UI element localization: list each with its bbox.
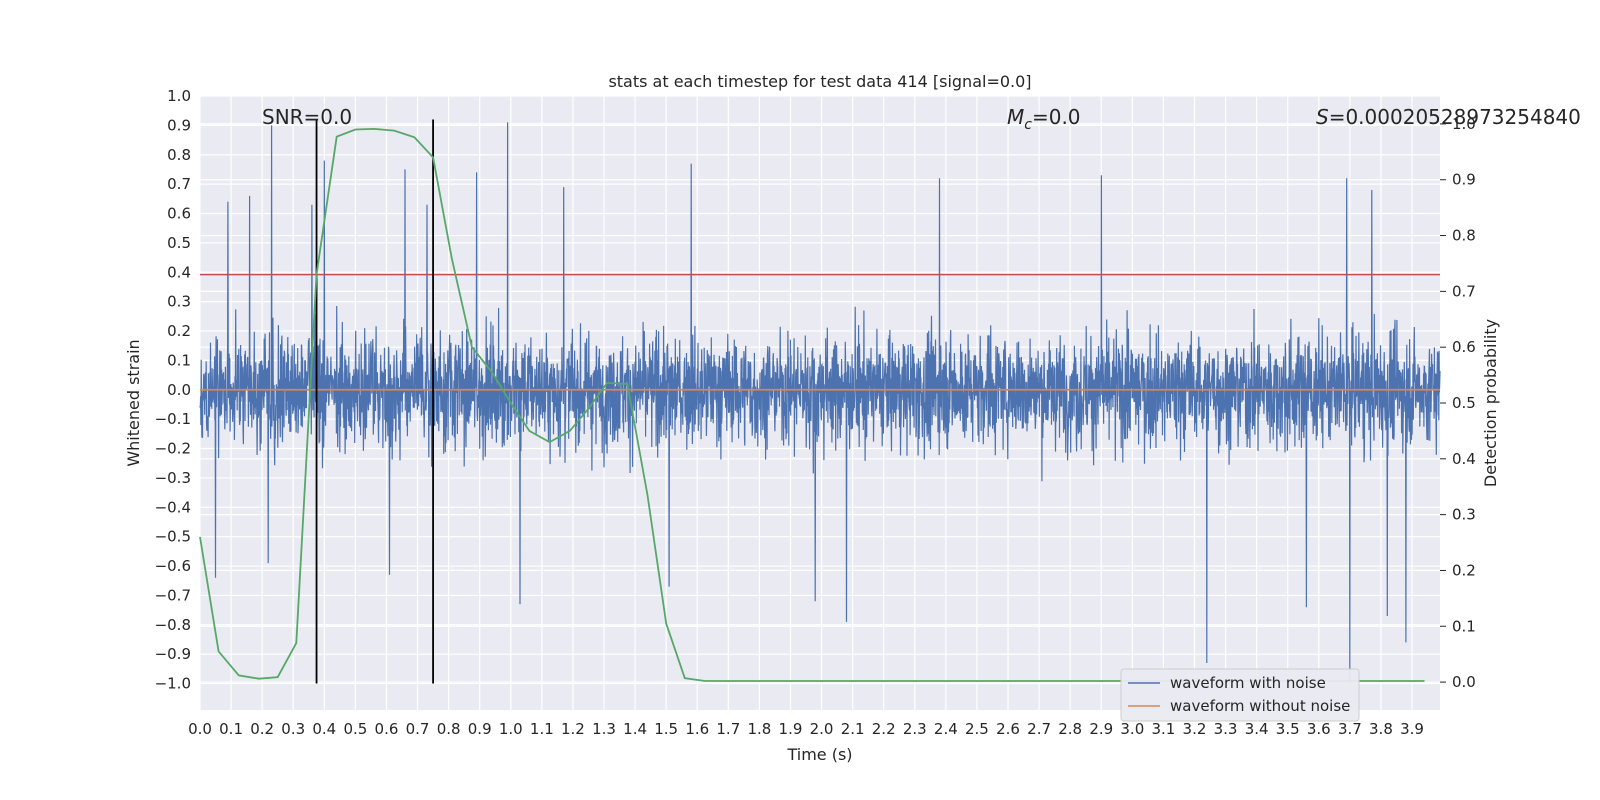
x-tick-label: 1.3 xyxy=(592,720,616,738)
x-tick-label: 2.3 xyxy=(903,720,927,738)
noise-trace xyxy=(199,122,1441,684)
y-tick-label: −0.2 xyxy=(155,440,191,458)
y-tick-label: 0.4 xyxy=(167,263,191,281)
y-tick-label: −0.3 xyxy=(155,469,191,487)
x-tick-label: 3.6 xyxy=(1307,720,1331,738)
y2-tick-label: 0.9 xyxy=(1452,171,1476,189)
x-tick-label: 3.7 xyxy=(1338,720,1362,738)
s-value: =0.00020528973254840 xyxy=(1329,105,1581,129)
snr-annotation: SNR=0.0 xyxy=(262,105,352,129)
x-tick-label: 3.2 xyxy=(1183,720,1207,738)
x-tick-label: 1.7 xyxy=(716,720,740,738)
y2-tick-label: 0.5 xyxy=(1452,394,1476,412)
x-tick-label: 1.2 xyxy=(561,720,585,738)
y-tick-label: 0.7 xyxy=(167,175,191,193)
y-tick-labels: 1.0 0.9 0.8 0.7 0.6 0.5 0.4 0.3 0.2 0.1 0.0 −0.1 −0.… xyxy=(155,87,191,693)
x-tick-label: 0.2 xyxy=(250,720,274,738)
y2-axis-label: Detection probability xyxy=(1481,319,1500,487)
x-tick-label: 1.5 xyxy=(654,720,678,738)
x-tick-label: 0.8 xyxy=(437,720,461,738)
x-tick-label: 0.5 xyxy=(343,720,367,738)
chart-title: stats at each timestep for test data 414… xyxy=(608,72,1031,91)
y-tick-label: 0.3 xyxy=(167,293,191,311)
s-annotation: S=0.00020528973254840 xyxy=(1316,105,1581,129)
x-tick-labels: 0.0 0.1 0.2 0.3 0.4 0.5 0.6 0.7 0.8 0.9 1.0 1.1 1.2 1… xyxy=(188,720,1424,738)
x-tick-label: 2.7 xyxy=(1027,720,1051,738)
x-tick-label: 3.0 xyxy=(1120,720,1144,738)
legend-label-noise: waveform with noise xyxy=(1170,674,1326,692)
series-detection-probability xyxy=(199,127,1425,682)
s-symbol: S xyxy=(1316,105,1329,129)
x-axis-label: Time (s) xyxy=(786,745,852,764)
legend-box xyxy=(1120,668,1360,722)
y2-tick-label: 0.8 xyxy=(1452,227,1476,245)
x-tick-label: 3.3 xyxy=(1214,720,1238,738)
mc-symbol: M xyxy=(1007,105,1024,129)
y-tick-label: −1.0 xyxy=(155,675,191,693)
y-tick-label: 1.0 xyxy=(167,87,191,105)
y-tick-label: 0.6 xyxy=(167,205,191,223)
y2-tick-label: 0.7 xyxy=(1452,282,1476,300)
y2-tick-label: 1.0 xyxy=(1452,115,1476,133)
y2-tick-label: 0.4 xyxy=(1452,450,1476,468)
x-tick-label: 1.1 xyxy=(530,720,554,738)
y2-tick-label: 0.0 xyxy=(1452,673,1476,691)
x-tick-label: 2.5 xyxy=(965,720,989,738)
x-tick-label: 1.4 xyxy=(623,720,647,738)
y-tick-label: 0.5 xyxy=(167,234,191,252)
x-tick-label: 0.3 xyxy=(281,720,305,738)
vertical-markers xyxy=(315,119,434,684)
x-tick-label: 2.4 xyxy=(934,720,958,738)
y2-tick-label: 0.3 xyxy=(1452,506,1476,524)
y-tick-label: −0.6 xyxy=(155,557,191,575)
y-tick-label: 0.9 xyxy=(167,116,191,134)
y-tick-label: 0.1 xyxy=(167,351,191,369)
x-tick-label: 3.9 xyxy=(1400,720,1424,738)
x-tick-label: 0.7 xyxy=(406,720,430,738)
y-tick-label: −0.8 xyxy=(155,616,191,634)
x-tick-label: 2.1 xyxy=(841,720,865,738)
mc-value: =0.0 xyxy=(1032,105,1081,129)
x-tick-label: 3.8 xyxy=(1369,720,1393,738)
legend-label-clean: waveform without noise xyxy=(1170,697,1350,715)
x-tick-label: 2.0 xyxy=(810,720,834,738)
x-tick-label: 3.1 xyxy=(1151,720,1175,738)
y2-tick-label: 0.6 xyxy=(1452,338,1476,356)
x-tick-label: 0.1 xyxy=(219,720,243,738)
x-tick-label: 2.8 xyxy=(1058,720,1082,738)
y-tick-label: −0.5 xyxy=(155,528,191,546)
y-tick-label: −0.9 xyxy=(155,645,191,663)
y2-tick-label: 0.2 xyxy=(1452,561,1476,579)
x-tick-label: 2.6 xyxy=(996,720,1020,738)
y-tick-label: 0.8 xyxy=(167,146,191,164)
y-tick-label: −0.4 xyxy=(155,498,191,516)
mc-annotation: Mc=0.0 xyxy=(1007,105,1081,133)
x-tick-label: 3.4 xyxy=(1245,720,1269,738)
x-tick-label: 2.9 xyxy=(1089,720,1113,738)
x-tick-label: 2.2 xyxy=(872,720,896,738)
x-tick-label: 1.6 xyxy=(685,720,709,738)
y-tick-label: −0.7 xyxy=(155,586,191,604)
y-tick-label: −0.1 xyxy=(155,410,191,428)
x-tick-label: 0.6 xyxy=(375,720,399,738)
y2-tick-label: 0.1 xyxy=(1452,617,1476,635)
series-waveform-with-noise xyxy=(199,122,1441,684)
x-tick-label: 1.0 xyxy=(499,720,523,738)
y-axis-label: Whitened strain xyxy=(124,339,143,466)
x-tick-label: 3.5 xyxy=(1276,720,1300,738)
x-tick-label: 1.9 xyxy=(779,720,803,738)
x-tick-label: 0.9 xyxy=(468,720,492,738)
x-tick-label: 0.0 xyxy=(188,720,212,738)
x-tick-label: 0.4 xyxy=(312,720,336,738)
mc-subscript: c xyxy=(1024,117,1032,133)
x-tick-label: 1.8 xyxy=(747,720,771,738)
probability-trace xyxy=(199,127,1425,682)
y2-tick-labels: 1.0 0.9 0.8 0.7 0.6 0.5 0.4 0.3 0.2 0.1 0.0 xyxy=(1440,115,1476,691)
y-tick-label: 0.2 xyxy=(167,322,191,340)
y-tick-label: 0.0 xyxy=(167,381,191,399)
legend: waveform with noise waveform without noi… xyxy=(1120,668,1360,722)
